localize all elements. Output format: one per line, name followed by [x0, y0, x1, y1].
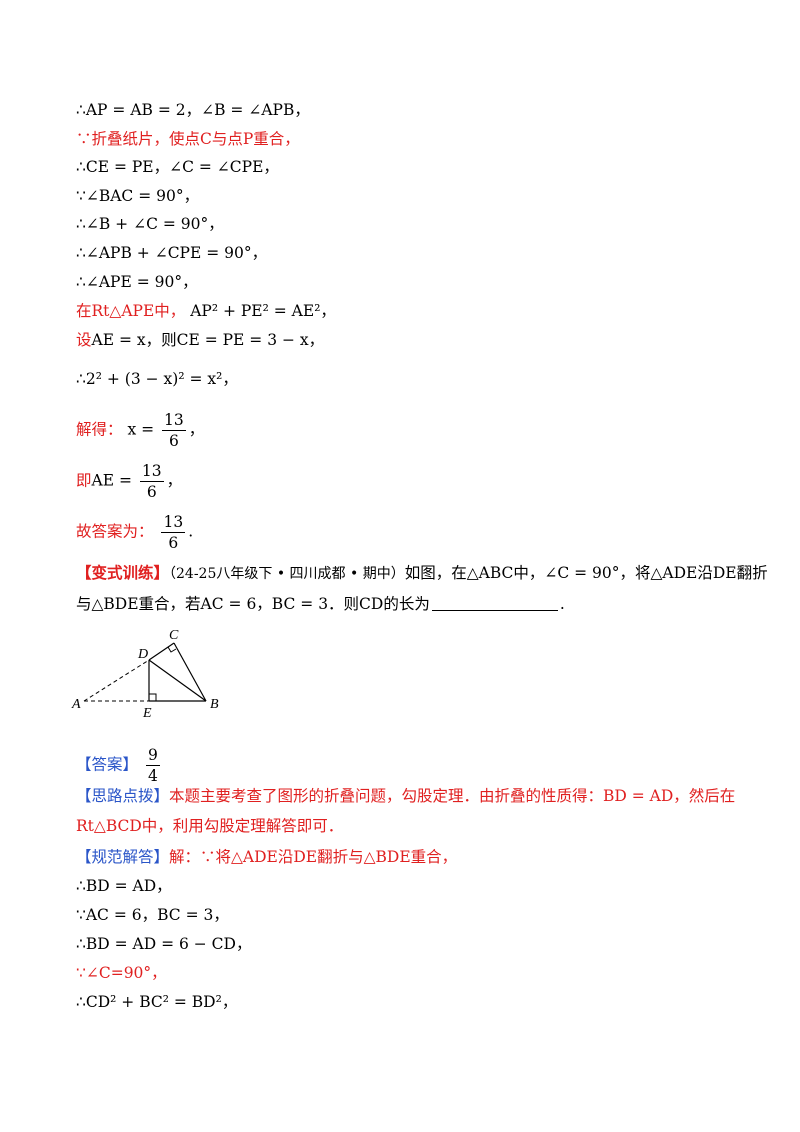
hint-text: Rt△BCD中，利用勾股定理解答即可． [76, 817, 344, 835]
step-suffix: ， [166, 471, 183, 490]
step-text: ∴CE = PE，∠C = ∠CPE， [76, 158, 279, 176]
hint-line-2: Rt△BCD中，利用勾股定理解答即可． [76, 816, 343, 836]
denominator: 6 [146, 483, 157, 501]
solution-text: ∴BD = AD = 6 − CD， [76, 935, 252, 953]
step-formula: AE = x，则CE = PE = 3 − x， [91, 331, 325, 349]
step-text: ∴∠B + ∠C = 90°， [76, 215, 224, 233]
step-text: ∴∠APB + ∠CPE = 90°， [76, 244, 268, 262]
label-C: C [169, 628, 179, 643]
fraction: 13 6 [162, 410, 186, 451]
fraction: 13 6 [161, 512, 186, 553]
step-lhs: AE = [91, 471, 132, 490]
step-line-2: ∵折叠纸片，使点C与点P重合， [76, 129, 300, 149]
step-prefix: 故答案为： [76, 522, 154, 541]
problem-source: （24-25八年级下 • 四川成都 • 期中） [169, 566, 405, 582]
step-line-7: ∴∠APE = 90°， [76, 272, 198, 292]
problem-end: . [559, 595, 565, 613]
step-line-11: 解得： x = 13 6， [76, 410, 204, 451]
denominator: 6 [168, 534, 179, 552]
answer-blank [431, 596, 558, 611]
step-text: ∵折叠纸片，使点C与点P重合， [76, 130, 300, 148]
solution-line-6: ∴CD² + BC² = BD²， [76, 992, 237, 1012]
solution-line-2: ∴BD = AD， [76, 876, 172, 896]
denominator: 4 [147, 767, 158, 785]
step-prefix: 设 [76, 331, 92, 349]
hint-tag: 【思路点拨】 [76, 787, 170, 805]
step-text: ∴2² + (3 − x)² = x²， [76, 370, 238, 388]
hint-text: 本题主要考查了图形的折叠问题，勾股定理．由折叠的性质得：BD = AD，然后在 [169, 787, 736, 805]
step-line-5: ∴∠B + ∠C = 90°， [76, 214, 224, 234]
solution-line-1: 【规范解答】解：∵将△ADE沿DE翻折与△BDE重合， [76, 847, 457, 867]
solution-text: ∵AC = 6，BC = 3， [76, 906, 229, 924]
step-text: ∴AP = AB = 2，∠B = ∠APB， [76, 101, 310, 119]
step-prefix: 即 [76, 471, 92, 490]
label-D: D [137, 647, 148, 662]
label-B: B [210, 697, 219, 712]
solution-text: ∴CD² + BC² = BD²， [76, 993, 238, 1011]
step-lhs: x = [127, 420, 155, 439]
right-angle-C [167, 646, 177, 653]
pythagoras-formula: AP² + PE² = AE²， [190, 302, 336, 320]
step-text: ∵∠BAC = 90°， [76, 187, 200, 205]
solution-line-3: ∵AC = 6，BC = 3， [76, 905, 229, 925]
denominator: 6 [168, 432, 179, 450]
fraction: 13 6 [139, 461, 164, 502]
hint-line-1: 【思路点拨】本题主要考查了图形的折叠问题，勾股定理．由折叠的性质得：BD = A… [76, 786, 735, 806]
solution-line-5: ∵∠C=90°， [76, 963, 167, 983]
step-line-8: 在Rt△APE中， AP² + PE² = AE²， [76, 301, 336, 321]
problem-text: 与△BDE重合，若AC = 6，BC = 3．则CD的长为 [76, 595, 430, 613]
step-line-1: ∴AP = AB = 2，∠B = ∠APB， [76, 100, 310, 120]
step-suffix: ， [188, 420, 205, 439]
step-line-10: ∴2² + (3 − x)² = x²， [76, 369, 238, 389]
numerator: 13 [161, 513, 186, 533]
variant-training-tag: 【变式训练】 [76, 563, 170, 582]
step-line-4: ∵∠BAC = 90°， [76, 186, 199, 206]
solution-text: ∴BD = AD， [76, 877, 172, 895]
step-line-6: ∴∠APB + ∠CPE = 90°， [76, 243, 267, 263]
segment-DC [148, 642, 175, 661]
solution-line-4: ∴BD = AD = 6 − CD， [76, 934, 251, 954]
step-prefix: 在Rt△APE中， [76, 302, 186, 320]
label-A: A [71, 697, 81, 712]
answer-tag: 【答案】 [76, 755, 139, 774]
numerator: 13 [162, 411, 186, 431]
segment-AD [83, 659, 150, 702]
solution-text: 解：∵将△ADE沿DE翻折与△BDE重合， [169, 848, 458, 866]
problem-text: 如图，在△ABC中，∠C = 90°，将△ADE沿DE翻折 [404, 564, 768, 582]
right-angle-E [149, 693, 157, 701]
step-line-12: 即AE = 13 6， [76, 461, 182, 502]
label-E: E [142, 706, 152, 720]
step-line-13: 故答案为： 13 6. [76, 512, 193, 553]
solution-tag: 【规范解答】 [76, 848, 170, 866]
numerator: 13 [139, 462, 164, 482]
segment-DB [148, 659, 207, 702]
step-prefix: 解得： [76, 420, 123, 439]
step-line-3: ∴CE = PE，∠C = ∠CPE， [76, 157, 279, 177]
step-text: ∴∠APE = 90°， [76, 273, 198, 291]
segment-CB [173, 642, 207, 702]
solution-text: ∵∠C=90°， [76, 964, 167, 982]
problem-line-1: 【变式训练】（24-25八年级下 • 四川成都 • 期中）如图，在△ABC中，∠… [76, 563, 768, 584]
step-line-9: 设AE = x，则CE = PE = 3 − x， [76, 330, 324, 350]
problem-line-2: 与△BDE重合，若AC = 6，BC = 3．则CD的长为. [76, 594, 565, 614]
numerator: 9 [145, 746, 160, 766]
triangle-figure: A B C D E [71, 628, 219, 720]
step-suffix: . [188, 522, 194, 541]
